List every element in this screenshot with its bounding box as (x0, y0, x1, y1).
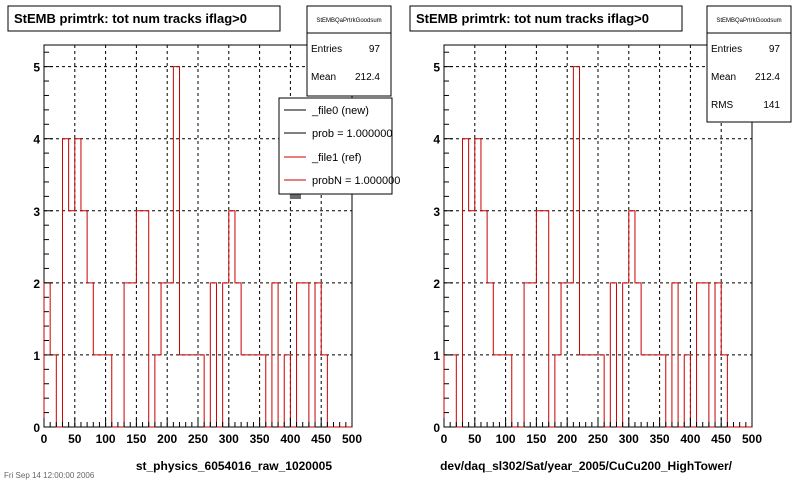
y-tick-label: 2 (433, 277, 440, 291)
histogram-panel-right: 0 50 100 150 200 250 300 350 400 450 500 0 1 2 3 4 5 St… (409, 5, 792, 473)
legend-label-3: probN = 1.000000 (312, 175, 400, 187)
x-tick-label: 350 (650, 432, 670, 446)
y-tick-label: 5 (33, 61, 40, 75)
y-tick-label: 3 (433, 205, 440, 219)
stats-name: StEMBQaPrtrkGoodsum (316, 18, 381, 24)
x-tick-label: 200 (157, 432, 177, 446)
y-ticks: 0 1 2 3 4 5 (33, 51, 53, 435)
chart-title: StEMB primtrk: tot num tracks iflag>0 (416, 11, 649, 26)
y-tick-label: 1 (33, 349, 40, 363)
title-box (409, 5, 683, 32)
x-tick-label: 0 (41, 432, 48, 446)
x-ticks: 0 50 100 150 200 250 300 350 400 450 500 (41, 418, 362, 446)
y-tick-label: 2 (33, 277, 40, 291)
stats-entries-value: 97 (369, 44, 381, 55)
legend-label-2: _file1 (ref) (311, 152, 362, 164)
stats-name: StEMBQaPrtrkGoodsum (716, 18, 781, 24)
y-tick-label: 4 (33, 133, 40, 147)
stats-mean-label: Mean (311, 72, 336, 83)
x-ticks: 0 50 100 150 200 250 300 350 400 450 500 (441, 418, 762, 446)
x-tick-label: 0 (441, 432, 448, 446)
stats-box: StEMBQaPrtrkGoodsum Entries 97 Mean 212.… (306, 5, 392, 97)
y-tick-label: 0 (33, 421, 40, 435)
title-box (7, 5, 281, 32)
x-tick-label: 450 (711, 432, 731, 446)
x-tick-label: 500 (342, 432, 362, 446)
y-tick-label: 0 (433, 421, 440, 435)
stats-box: StEMBQaPrtrkGoodsum Entries 97 Mean 212.… (706, 5, 792, 123)
legend-label-0: _file0 (new) (311, 105, 369, 117)
histogram-line (443, 66, 752, 428)
x-tick-label: 250 (588, 432, 608, 446)
x-tick-label: 100 (496, 432, 516, 446)
y-ticks: 0 1 2 3 4 5 (433, 51, 453, 435)
stats-entries-label: Entries (311, 44, 342, 55)
stats-entries-value: 97 (769, 44, 781, 55)
histogram-panel-left: 0 50 100 150 200 250 300 350 400 450 500 0 1 2 3 4 5 St… (7, 5, 400, 473)
y-tick-label: 1 (433, 349, 440, 363)
stats-mean-value: 212.4 (755, 72, 780, 83)
stats-rms-label: RMS (711, 100, 734, 111)
x-tick-label: 100 (96, 432, 116, 446)
x-tick-label: 200 (557, 432, 577, 446)
x-tick-label: 50 (468, 432, 482, 446)
x-tick-label: 250 (188, 432, 208, 446)
x-tick-label: 150 (526, 432, 546, 446)
x-tick-label: 500 (742, 432, 762, 446)
x-axis-label: st_physics_6054016_raw_1020005 (136, 459, 332, 473)
x-tick-label: 150 (126, 432, 146, 446)
x-tick-label: 350 (250, 432, 270, 446)
stats-mean-label: Mean (711, 72, 736, 83)
x-tick-label: 400 (680, 432, 700, 446)
x-tick-label: 50 (68, 432, 82, 446)
footer-timestamp: Fri Sep 14 12:00:00 2006 (4, 471, 95, 480)
y-tick-label: 4 (433, 133, 440, 147)
stats-entries-label: Entries (711, 44, 742, 55)
chart-title: StEMB primtrk: tot num tracks iflag>0 (14, 11, 247, 26)
x-tick-label: 300 (619, 432, 639, 446)
stats-mean-value: 212.4 (355, 72, 380, 83)
x-tick-label: 450 (311, 432, 331, 446)
stats-rms-value: 141 (763, 100, 780, 111)
x-axis-label: dev/daq_sl302/Sat/year_2005/CuCu200_High… (440, 459, 733, 473)
legend-label-1: prob = 1.000000 (312, 128, 392, 140)
x-tick-label: 400 (280, 432, 300, 446)
legend-box: _file0 (new) prob = 1.000000 _file1 (ref… (278, 97, 400, 199)
y-tick-label: 3 (33, 205, 40, 219)
x-tick-label: 300 (219, 432, 239, 446)
y-tick-label: 5 (433, 61, 440, 75)
